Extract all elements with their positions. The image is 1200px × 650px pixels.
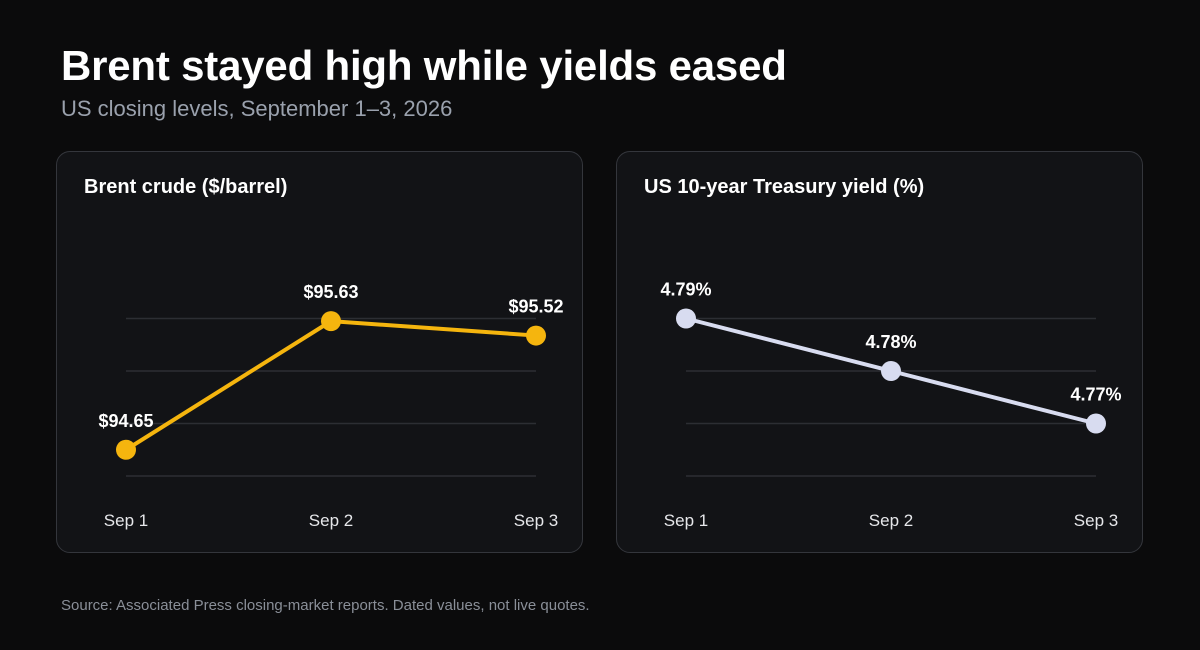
yield-x-tick-label: Sep 1 <box>664 511 708 530</box>
brent-data-label: $95.63 <box>303 282 358 302</box>
chart-subtitle: US closing levels, September 1–3, 2026 <box>61 96 453 121</box>
brent-panel-title: Brent crude ($/barrel) <box>84 176 288 198</box>
chart-title: Brent stayed high while yields eased <box>61 42 787 89</box>
yield-data-point <box>881 361 901 381</box>
brent-line-chart: $94.65 $95.63 $95.52 Sep 1 Sep 2 Sep 3 <box>98 282 563 530</box>
brent-series-line <box>124 319 538 452</box>
yield-data-label: 4.79% <box>660 280 711 300</box>
yield-panel-title: US 10-year Treasury yield (%) <box>644 176 925 198</box>
brent-data-label: $94.65 <box>98 411 153 431</box>
yield-x-tick-label: Sep 2 <box>869 511 913 530</box>
yield-data-label: 4.78% <box>865 332 916 352</box>
yield-line-chart: 4.79% 4.78% 4.77% Sep 1 Sep 2 Sep 3 <box>660 280 1121 531</box>
yield-data-point <box>1086 413 1106 434</box>
source-note: Source: Associated Press closing-market … <box>61 597 590 614</box>
yield-x-tick-label: Sep 3 <box>1074 511 1118 530</box>
brent-x-tick-label: Sep 2 <box>309 511 353 530</box>
brent-data-point <box>526 325 546 346</box>
brent-x-tick-label: Sep 3 <box>514 511 558 530</box>
yield-panel: US 10-year Treasury yield (%) 4.79% 4.78%… <box>616 151 1143 553</box>
yield-data-point <box>676 308 696 329</box>
brent-data-label: $95.52 <box>508 297 563 317</box>
brent-data-point <box>116 439 136 460</box>
yield-data-label: 4.77% <box>1070 385 1121 405</box>
brent-panel: Brent crude ($/barrel) $94.65 $95.63 $95.5… <box>56 151 583 553</box>
brent-data-point <box>321 311 341 332</box>
brent-x-tick-label: Sep 1 <box>104 511 148 530</box>
